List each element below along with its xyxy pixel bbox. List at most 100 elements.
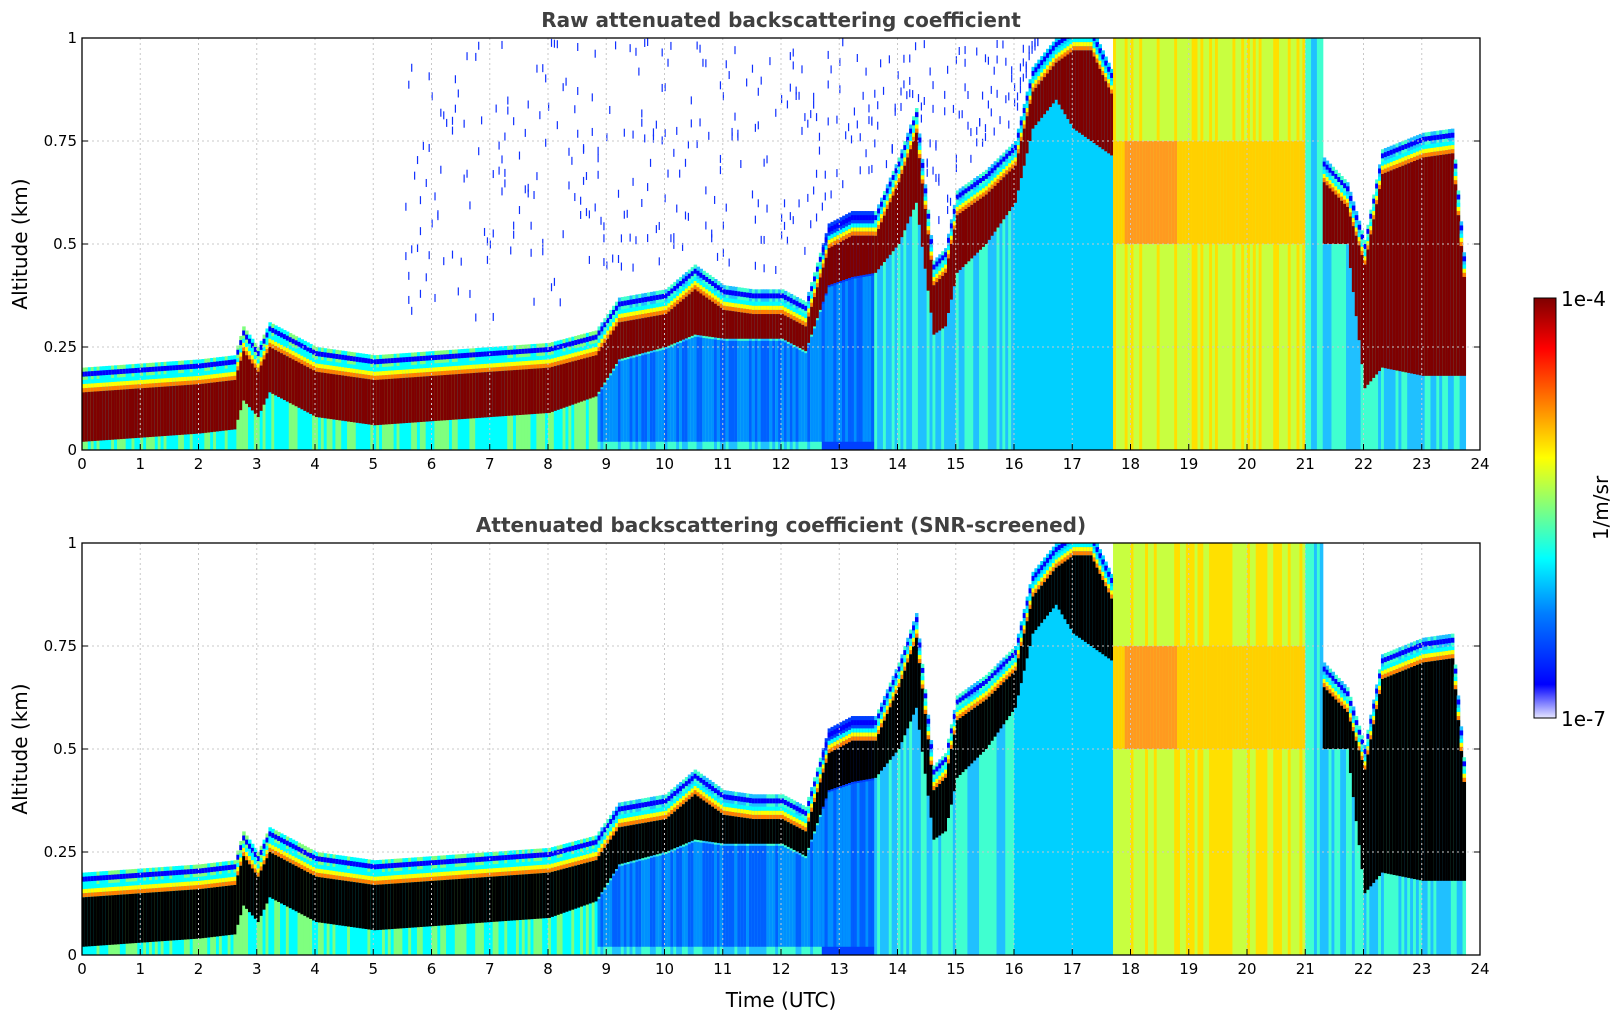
heatmap-cell — [853, 740, 858, 782]
heatmap-cell — [131, 384, 136, 389]
heatmap-cell — [332, 361, 336, 366]
heatmap-cell — [163, 870, 168, 876]
heatmap-cell — [1002, 169, 1006, 174]
heatmap-cell — [510, 370, 514, 416]
heatmap-cell — [923, 208, 928, 269]
heatmap-cell — [1421, 157, 1426, 376]
heatmap-cell — [847, 721, 852, 727]
heatmap-cell — [874, 740, 878, 778]
heatmap-cell — [530, 356, 535, 361]
heatmap-cell — [119, 389, 124, 440]
heatmap-cell — [399, 373, 403, 379]
noise-speckle — [760, 235, 762, 244]
heatmap-cell — [122, 381, 127, 386]
heatmap-cell — [859, 227, 864, 232]
noise-speckle — [1014, 98, 1016, 107]
heatmap-cell — [125, 890, 130, 895]
heatmap-cell — [1048, 45, 1053, 450]
noise-speckle — [722, 92, 724, 101]
heatmap-cell — [414, 882, 418, 928]
heatmap-cell — [230, 376, 235, 381]
heatmap-cell — [1445, 150, 1449, 155]
heatmap-cell — [1025, 103, 1030, 109]
heatmap-cell — [280, 332, 284, 338]
noise-speckle — [938, 216, 940, 225]
heatmap-cell — [291, 351, 296, 356]
noise-speckle — [815, 169, 818, 178]
noise-speckle — [964, 58, 966, 67]
heatmap-cell — [760, 798, 765, 804]
heatmap-cell — [824, 742, 829, 748]
heatmap-cell — [291, 864, 296, 910]
heatmap-cell — [323, 873, 328, 878]
heatmap-cell — [1095, 50, 1100, 55]
heatmap-cell — [1229, 141, 1234, 244]
heatmap-cell — [370, 863, 374, 869]
heatmap-cell — [504, 867, 508, 872]
heatmap-cell — [699, 786, 703, 791]
heatmap-cell — [105, 895, 109, 946]
noise-speckle — [425, 273, 427, 282]
heatmap-cell — [335, 366, 339, 371]
heatmap-cell — [140, 872, 144, 878]
heatmap-cell — [629, 320, 634, 357]
heatmap-cell — [361, 875, 366, 880]
heatmap-cell — [670, 809, 674, 815]
heatmap-cell — [684, 793, 689, 798]
heatmap-cell — [411, 861, 415, 867]
heatmap-cell — [291, 355, 296, 360]
noise-speckle — [606, 261, 608, 270]
noise-speckle — [955, 56, 957, 65]
heatmap-cell — [1014, 145, 1018, 151]
heatmap-cell — [215, 373, 220, 378]
heatmap-cell — [227, 376, 232, 381]
heatmap-cell — [1346, 186, 1350, 192]
heatmap-cell — [620, 806, 625, 812]
heatmap-cell — [277, 343, 281, 348]
heatmap-cell — [696, 279, 701, 284]
heatmap-cell — [664, 810, 669, 815]
heatmap-cell — [370, 872, 374, 877]
heatmap-cell — [1034, 63, 1038, 450]
heatmap-cell — [705, 790, 709, 795]
heatmap-cell — [894, 669, 899, 955]
heatmap-cell — [192, 881, 197, 886]
heatmap-cell — [597, 342, 602, 347]
heatmap-cell — [617, 819, 622, 824]
heatmap-cell — [652, 311, 657, 317]
heatmap-cell — [1092, 38, 1097, 41]
heatmap-cell — [466, 857, 470, 863]
heatmap-cell — [798, 310, 802, 316]
heatmap-cell — [102, 390, 106, 441]
heatmap-cell — [1372, 219, 1376, 378]
heatmap-cell — [326, 361, 331, 366]
heatmap-cell — [297, 354, 302, 359]
heatmap-cell — [1040, 68, 1044, 73]
heatmap-cell — [282, 342, 287, 347]
heatmap-cell — [574, 845, 578, 850]
heatmap-cell — [748, 818, 753, 844]
heatmap-cell — [644, 309, 648, 314]
heatmap-cell — [221, 882, 226, 887]
heatmap-cell — [495, 855, 500, 861]
heatmap-cell — [233, 359, 237, 365]
noise-speckle — [751, 64, 754, 73]
heatmap-cell — [178, 878, 182, 883]
heatmap-cell — [1022, 120, 1027, 125]
heatmap-cell — [1075, 42, 1079, 47]
heatmap-cell — [1011, 148, 1015, 153]
heatmap-cell — [813, 781, 817, 787]
heatmap-cell — [315, 359, 319, 364]
heatmap-cell — [256, 876, 261, 923]
heatmap-cell — [367, 863, 371, 869]
heatmap-cell — [655, 307, 660, 312]
heatmap-cell — [245, 351, 249, 356]
noise-speckle — [408, 80, 410, 89]
noise-speckle — [644, 134, 646, 143]
heatmap-cell — [658, 350, 663, 442]
heatmap-cell — [364, 358, 369, 364]
heatmap-cell — [335, 374, 339, 420]
heatmap-cell — [1162, 141, 1167, 244]
heatmap-cell — [291, 860, 296, 865]
heatmap-cell — [754, 845, 759, 947]
